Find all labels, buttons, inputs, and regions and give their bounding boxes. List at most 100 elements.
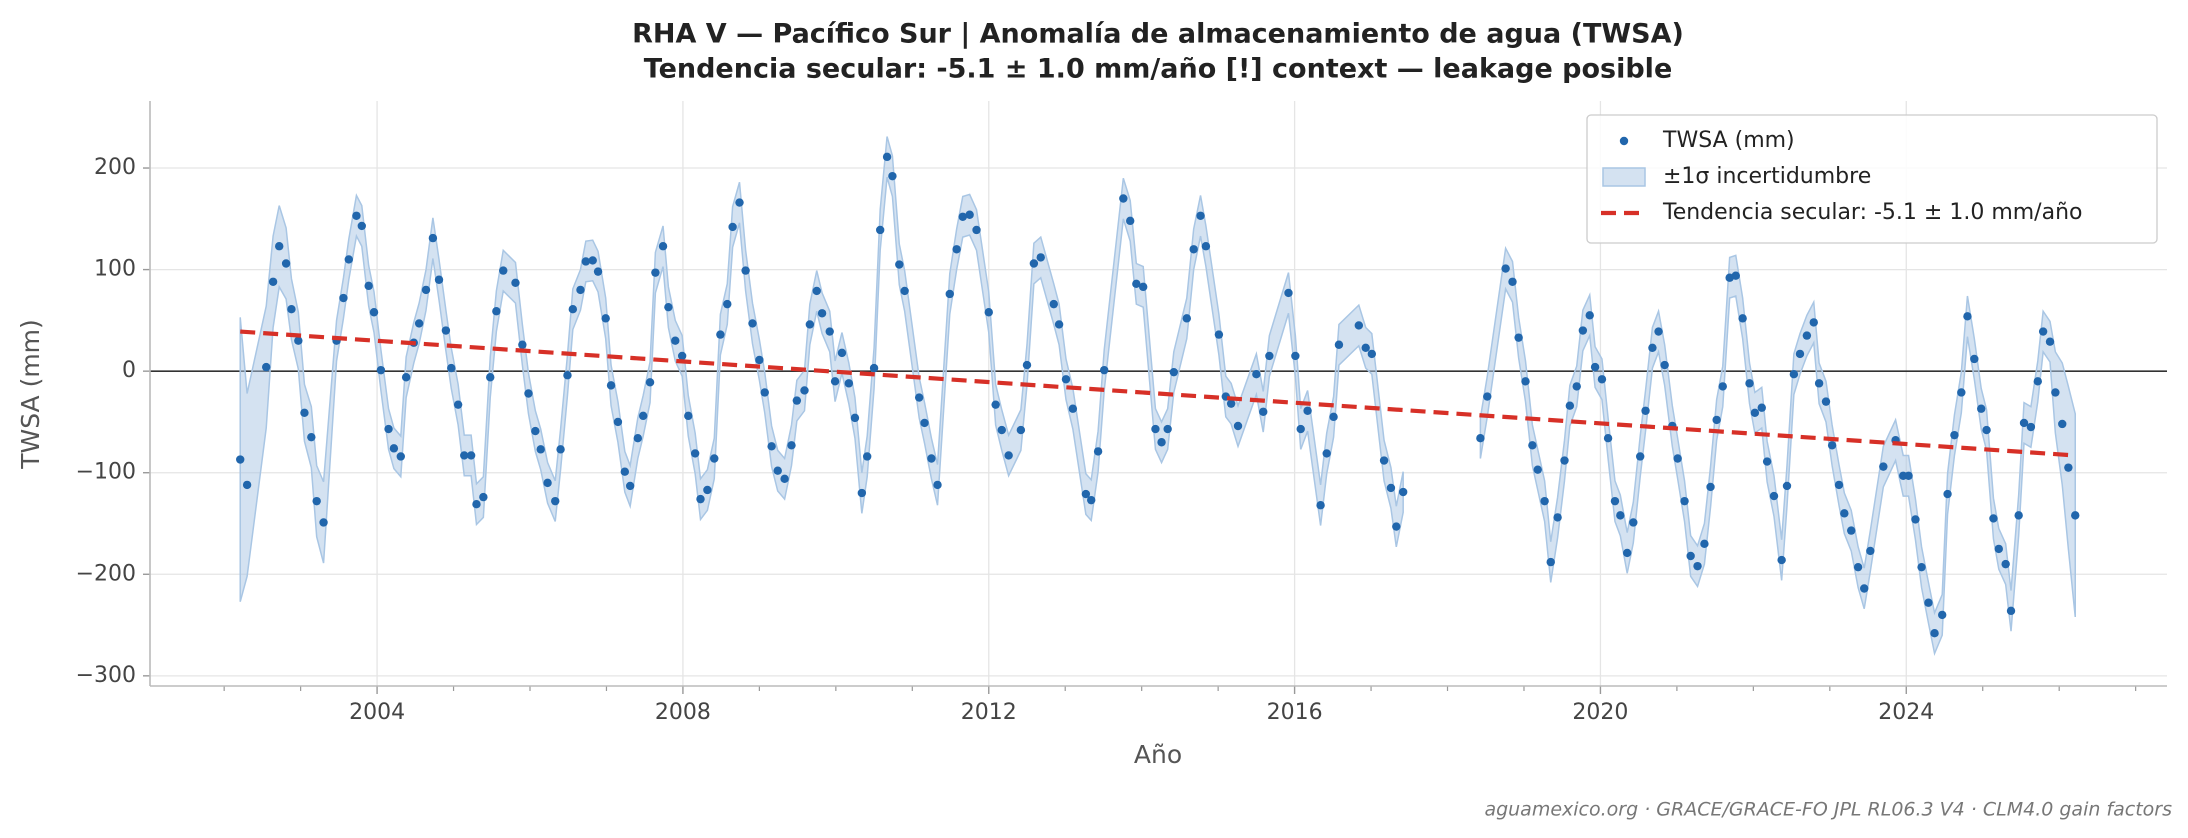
data-point [1712, 415, 1721, 425]
data-point [741, 266, 750, 275]
data-point [1970, 354, 1979, 364]
data-point [716, 330, 725, 339]
data-point [690, 449, 700, 458]
data-point [1994, 544, 2003, 554]
data-point [792, 396, 802, 405]
data-point [352, 211, 361, 220]
data-point [447, 363, 456, 373]
data-point [658, 242, 668, 251]
data-point [1578, 326, 1588, 335]
data-point [236, 455, 245, 464]
data-point [1054, 320, 1064, 329]
data-point [1169, 367, 1178, 377]
data-point [984, 308, 993, 317]
data-point [696, 494, 705, 504]
data-layer [236, 136, 2080, 657]
data-point [312, 496, 321, 506]
data-point [421, 285, 431, 295]
data-point [965, 210, 974, 219]
data-point [1081, 489, 1091, 499]
y-tick-label: 0 [122, 358, 136, 383]
data-point [805, 320, 815, 329]
data-point [927, 454, 936, 463]
data-point [1641, 406, 1650, 415]
data-point [869, 363, 879, 373]
data-point [1938, 610, 1947, 620]
data-point [268, 277, 278, 286]
data-point [728, 222, 737, 232]
data-point [837, 348, 847, 358]
data-point [1214, 330, 1224, 339]
data-point [453, 400, 463, 409]
data-point [1476, 433, 1485, 443]
x-tick-label: 2008 [655, 700, 711, 725]
data-point [1943, 489, 1952, 499]
data-point [1157, 438, 1166, 447]
data-point [1560, 456, 1569, 465]
data-point [1769, 491, 1779, 501]
data-point [1483, 392, 1492, 401]
data-point [875, 225, 885, 235]
data-point [369, 308, 379, 317]
data-point [1686, 551, 1695, 561]
data-point [857, 488, 867, 498]
data-point [300, 408, 309, 417]
data-point [568, 305, 578, 314]
data-point [1061, 375, 1071, 384]
x-tick-label: 2012 [961, 700, 1017, 725]
data-point [1930, 628, 1939, 638]
data-point [2058, 419, 2067, 429]
legend: TWSA (mm) ±1σ incertidumbre Tendencia secu… [1586, 114, 2158, 244]
x-tick-label: 2024 [1878, 700, 1934, 725]
data-point [677, 351, 687, 361]
data-point [2033, 377, 2042, 386]
data-point [581, 257, 591, 266]
data-point [1718, 382, 1727, 391]
data-point [1629, 518, 1638, 527]
data-point [1585, 311, 1594, 320]
data-point [1840, 509, 1849, 518]
y-tick-label: −300 [76, 663, 136, 688]
data-point [1795, 349, 1805, 359]
data-point [958, 212, 967, 221]
data-point [364, 281, 373, 291]
data-point [787, 441, 796, 450]
data-point [760, 388, 769, 397]
legend-label: Tendencia secular: -5.1 ± 1.0 mm/año [1662, 200, 2082, 225]
data-point [1029, 259, 1039, 268]
data-point [1982, 425, 1991, 435]
data-point [1590, 362, 1600, 372]
data-point [817, 309, 827, 318]
data-point [1392, 522, 1401, 531]
data-point [479, 492, 488, 502]
data-point [492, 307, 501, 316]
data-point [755, 355, 764, 365]
data-point [633, 433, 643, 443]
data-point [1265, 351, 1274, 361]
legend-label: TWSA (mm) [1662, 128, 1795, 153]
data-point [401, 373, 411, 382]
data-point [1660, 360, 1669, 370]
data-point [2038, 327, 2048, 336]
data-point [1151, 424, 1160, 434]
data-point [1860, 584, 1869, 593]
data-point [466, 451, 476, 460]
data-point [262, 362, 271, 372]
data-point [1501, 264, 1510, 273]
data-point [518, 340, 527, 349]
data-point [1616, 511, 1625, 520]
data-point [556, 445, 565, 454]
data-point [1322, 449, 1331, 458]
data-point [1259, 407, 1268, 416]
data-point [1700, 539, 1709, 549]
data-point [800, 386, 809, 395]
data-point [1226, 399, 1236, 408]
data-point [1022, 360, 1032, 370]
data-point [1540, 496, 1549, 506]
data-point [1911, 515, 1920, 524]
data-point [531, 426, 540, 436]
data-point [1329, 412, 1338, 422]
data-point [384, 424, 393, 434]
data-point [601, 314, 610, 323]
data-point [945, 289, 954, 299]
